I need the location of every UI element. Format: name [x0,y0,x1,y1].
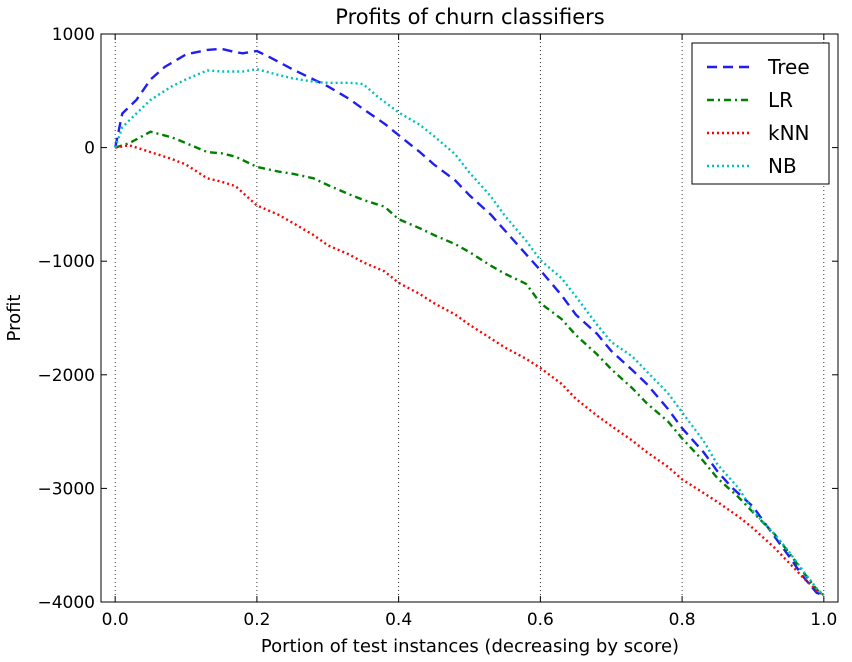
x-tick-label: 1.0 [810,610,837,630]
legend-label-tree: Tree [767,55,810,79]
series-lines [114,47,825,597]
x-tick-label: 0.0 [102,610,129,630]
y-axis-ticks: 1000 0 −1000 −2000 −3000 −4000 [37,25,838,613]
series-line-tree [114,47,825,597]
y-tick-label: −4000 [37,593,95,613]
x-axis-ticks: 0.0 0.2 0.4 0.6 0.8 1.0 [102,34,837,630]
legend-label-nb: NB [768,154,797,178]
legend-label-knn: kNN [768,121,810,145]
x-axis-label: Portion of test instances (decreasing by… [261,636,679,657]
x-tick-label: 0.4 [385,610,412,630]
legend-label-lr: LR [768,88,793,112]
legend: Tree LR kNN NB [691,42,830,185]
y-tick-label: −1000 [37,252,95,272]
x-tick-label: 0.6 [527,610,554,630]
y-tick-label: −2000 [37,366,95,386]
y-tick-label: −3000 [37,479,95,499]
series-line-nb [114,67,825,597]
series-line-knn [115,144,825,597]
x-tick-label: 0.2 [243,610,270,630]
y-tick-label: 1000 [52,25,95,45]
y-tick-label: 0 [84,139,95,159]
gridlines [114,34,825,602]
plot-area-frame [100,33,839,603]
y-axis-label: Profit [4,295,25,342]
series-line-lr [114,130,825,597]
x-tick-label: 0.8 [669,610,696,630]
chart-title: Profits of churn classifiers [335,5,604,29]
